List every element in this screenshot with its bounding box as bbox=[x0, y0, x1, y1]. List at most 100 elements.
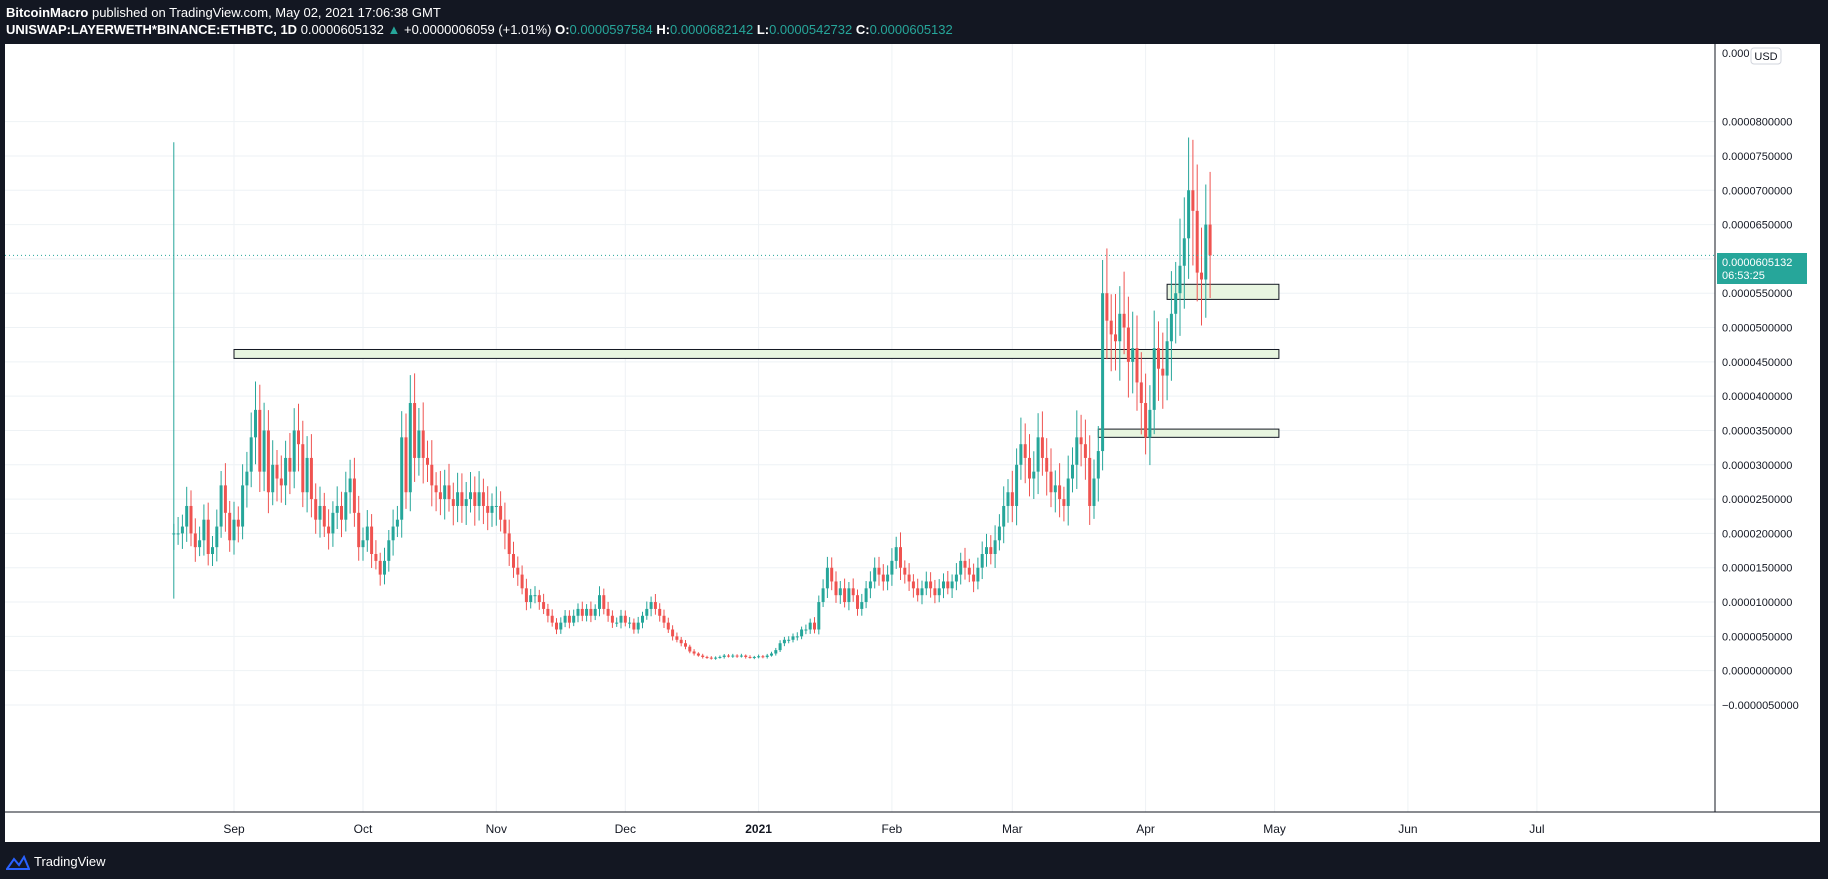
candle-body bbox=[679, 639, 683, 644]
candle-body bbox=[649, 602, 653, 609]
candle-body bbox=[873, 567, 877, 582]
candle-body bbox=[580, 608, 584, 616]
candle-body bbox=[1066, 478, 1070, 506]
candle-body bbox=[1165, 341, 1169, 376]
candle-body bbox=[1083, 444, 1087, 458]
candle-body bbox=[223, 485, 227, 513]
candle-body bbox=[185, 505, 189, 527]
candle-body bbox=[236, 519, 240, 527]
candle-body bbox=[1174, 293, 1178, 314]
candle-body bbox=[653, 602, 657, 609]
candle-body bbox=[408, 403, 412, 493]
candle-body bbox=[352, 478, 356, 513]
candle-body bbox=[610, 615, 614, 623]
candle-body bbox=[284, 457, 288, 486]
candle-body bbox=[546, 608, 550, 616]
time-tick-label[interactable]: Jul bbox=[1529, 822, 1544, 836]
symbol-name[interactable]: UNISWAP:LAYERWETH*BINANCE:ETHBTC, 1D bbox=[6, 22, 298, 37]
candle-body bbox=[602, 595, 606, 609]
candle-body bbox=[739, 655, 743, 657]
candle-body bbox=[838, 588, 842, 596]
candle-body bbox=[821, 588, 825, 603]
time-tick-label[interactable]: Mar bbox=[1002, 822, 1023, 836]
candle-body bbox=[989, 547, 993, 555]
time-tick-label[interactable]: 2021 bbox=[745, 822, 772, 836]
time-tick-label[interactable]: Apr bbox=[1136, 822, 1155, 836]
candle-body bbox=[1006, 492, 1010, 506]
candle-body bbox=[297, 430, 300, 445]
price-scale-panel[interactable] bbox=[1715, 44, 1820, 812]
currency-badge[interactable]: USD bbox=[1750, 47, 1782, 65]
candle-body bbox=[856, 595, 859, 609]
candle-body bbox=[1019, 444, 1023, 465]
candle-body bbox=[542, 602, 546, 609]
candle-body bbox=[757, 656, 761, 658]
candle-body bbox=[520, 574, 524, 589]
candle-body bbox=[890, 560, 894, 575]
candle-body bbox=[228, 512, 232, 541]
candle-body bbox=[843, 588, 847, 603]
time-tick-label[interactable]: Sep bbox=[223, 822, 245, 836]
time-tick-label[interactable]: Nov bbox=[486, 822, 507, 836]
price-chart[interactable]: 0.0000800000 0.0000750000 0.0000700000 0.00… bbox=[5, 44, 1820, 842]
time-tick-label[interactable]: Dec bbox=[615, 822, 636, 836]
candle-body bbox=[770, 653, 773, 656]
candle-body bbox=[761, 656, 765, 658]
support-resistance-zone[interactable] bbox=[1166, 283, 1280, 300]
time-tick-label[interactable]: Jun bbox=[1398, 822, 1417, 836]
candle-body bbox=[972, 574, 976, 582]
candle-body bbox=[1169, 313, 1173, 342]
candle-body bbox=[516, 567, 520, 575]
price-tick-label: 0.0000200000 bbox=[1722, 528, 1792, 540]
price-tick-label: 0.0000800000 bbox=[1722, 117, 1792, 129]
support-resistance-zone[interactable] bbox=[233, 348, 1280, 359]
candle-body bbox=[899, 547, 902, 568]
candle-body bbox=[1040, 437, 1044, 458]
candle-body bbox=[787, 639, 791, 641]
publisher-name[interactable]: BitcoinMacro bbox=[6, 5, 89, 20]
candle-body bbox=[451, 499, 455, 506]
currency-label: USD bbox=[1754, 51, 1777, 63]
time-tick-label[interactable]: Oct bbox=[354, 822, 373, 836]
price-tick-label: 0.0000100000 bbox=[1722, 597, 1792, 609]
footer: TradingView bbox=[0, 846, 1828, 879]
price-tick-label: 0.0000300000 bbox=[1722, 460, 1792, 472]
high-value: 0.0000682142 bbox=[670, 22, 754, 37]
price-change: +0.0000006059 (+1.01%) bbox=[403, 22, 552, 37]
candle-body bbox=[1109, 320, 1113, 335]
candle-body bbox=[559, 622, 563, 630]
candle-body bbox=[606, 608, 610, 616]
candle-body bbox=[202, 519, 206, 541]
candle-body bbox=[245, 471, 249, 486]
candle-body bbox=[365, 526, 369, 541]
candle-body bbox=[696, 653, 700, 656]
time-tick-label[interactable]: May bbox=[1263, 822, 1286, 836]
candle-body bbox=[722, 655, 726, 657]
current-price-tag-box bbox=[1717, 253, 1807, 284]
candle-body bbox=[903, 567, 907, 575]
high-label: H: bbox=[656, 22, 671, 37]
candle-body bbox=[357, 512, 361, 548]
time-scale-ticks[interactable]: Sep Oct Nov Dec 2021 Feb Mar Apr May Jun Jul bbox=[223, 822, 1544, 836]
candle-body bbox=[1075, 437, 1079, 465]
candle-body bbox=[361, 540, 365, 548]
candle-body bbox=[748, 656, 752, 658]
candle-body bbox=[434, 485, 438, 493]
candle-body bbox=[727, 655, 730, 657]
support-resistance-zone[interactable] bbox=[1097, 428, 1280, 438]
time-tick-label[interactable]: Feb bbox=[882, 822, 903, 836]
footer-brand[interactable]: TradingView bbox=[34, 854, 106, 869]
candle-body bbox=[808, 622, 812, 630]
candle-body bbox=[456, 492, 460, 506]
candle-body bbox=[305, 457, 309, 493]
candle-body bbox=[301, 444, 305, 493]
candle-body bbox=[400, 437, 404, 520]
candle-body bbox=[1148, 409, 1152, 438]
candle-body bbox=[1118, 313, 1122, 342]
candle-body bbox=[1114, 334, 1117, 342]
candle-body bbox=[804, 629, 808, 631]
candle-body bbox=[413, 403, 417, 458]
candle-body bbox=[1062, 499, 1066, 506]
price-tick-label: 0.000 bbox=[1722, 48, 1750, 60]
candle-body bbox=[1036, 437, 1040, 472]
